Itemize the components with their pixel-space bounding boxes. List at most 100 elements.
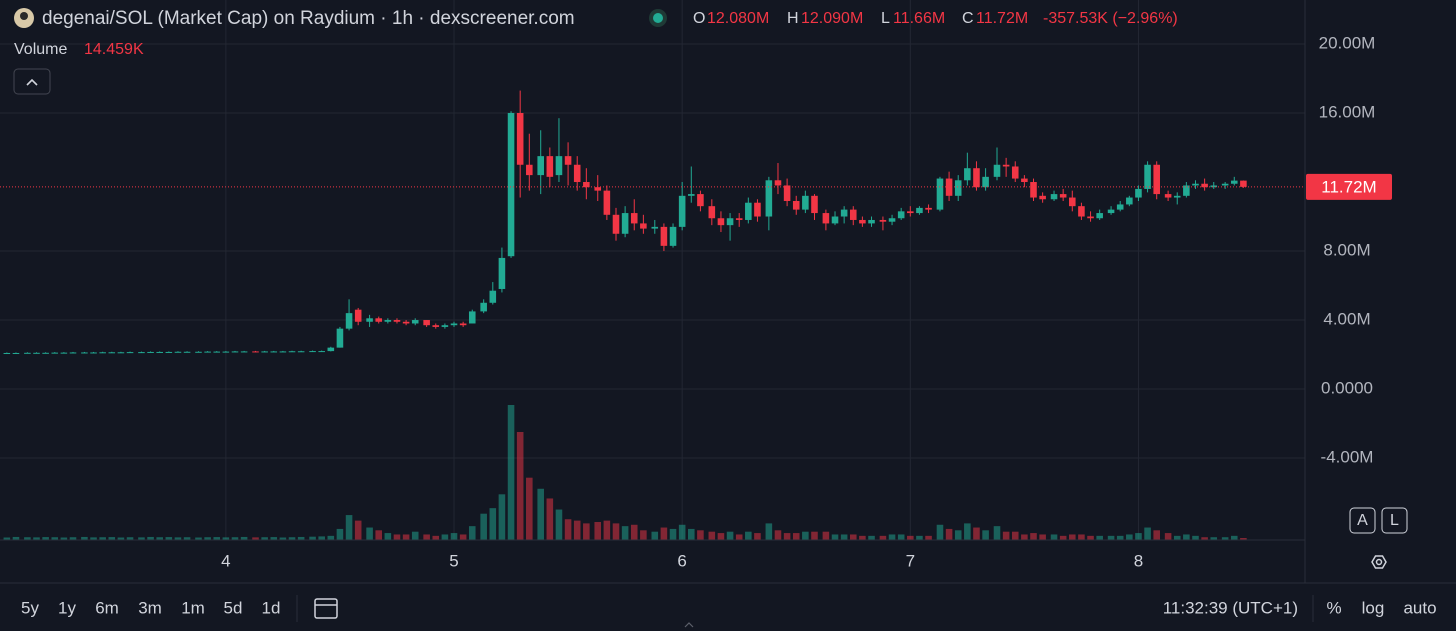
- volume-bar: [195, 537, 202, 540]
- candle-body: [1107, 209, 1115, 214]
- volume-bar: [327, 535, 335, 540]
- candle-body: [831, 216, 839, 224]
- x-tick-label: 6: [677, 551, 686, 570]
- timeframe-button[interactable]: 6m: [95, 598, 119, 617]
- candle-body: [69, 352, 77, 354]
- candle-body: [888, 218, 896, 222]
- volume-bar: [1201, 537, 1208, 540]
- x-tick-label: 5: [449, 551, 458, 570]
- candle-body: [393, 320, 401, 322]
- candle-body: [907, 211, 914, 214]
- volume-bar: [1096, 535, 1103, 540]
- candle-body: [868, 219, 875, 224]
- volume-bar: [231, 537, 239, 540]
- expand-handle[interactable]: [684, 622, 694, 628]
- chevron-icon: [26, 78, 38, 86]
- volume-bar: [384, 533, 392, 540]
- volume-bar: [288, 537, 296, 540]
- volume-bar: [1030, 533, 1037, 540]
- volume-bar: [669, 528, 677, 540]
- volume-bar: [1230, 535, 1238, 540]
- candle-body: [802, 195, 809, 210]
- volume-bar: [537, 488, 544, 540]
- collapse-button[interactable]: [13, 68, 51, 95]
- candle-body: [441, 325, 449, 327]
- candle-body: [774, 180, 782, 186]
- scale-button[interactable]: log: [1362, 598, 1385, 617]
- scale-button[interactable]: auto: [1403, 598, 1436, 617]
- candle-body: [603, 190, 611, 215]
- timeframe-button[interactable]: 3m: [138, 598, 162, 617]
- volume-bar: [261, 537, 268, 540]
- candle-body: [516, 113, 524, 165]
- volume-bar: [507, 405, 515, 540]
- candle-body: [345, 313, 353, 329]
- volume-bar: [774, 530, 782, 540]
- timeframe-button[interactable]: 5y: [21, 598, 39, 617]
- volume-bar: [1116, 535, 1124, 540]
- candle-body: [726, 218, 734, 226]
- candle-body: [822, 213, 830, 224]
- x-tick-label: 4: [221, 551, 230, 570]
- volume-bar: [822, 531, 830, 540]
- candle-body: [222, 351, 230, 353]
- ohlc-key: H: [787, 10, 799, 27]
- volume-name: Volume: [14, 41, 67, 58]
- y-tick-label: 8.00M: [1323, 241, 1370, 260]
- y-tick-label: 20.00M: [1319, 33, 1376, 52]
- candle-body: [792, 200, 800, 210]
- candle-body: [213, 351, 221, 353]
- timeframe-button[interactable]: 5d: [224, 598, 243, 617]
- volume-bar: [526, 477, 533, 540]
- change-label: -357.53K (−2.96%): [1043, 10, 1178, 27]
- timeframe-button[interactable]: 1m: [181, 598, 205, 617]
- volume-bar: [897, 534, 905, 540]
- volume-bar: [1221, 537, 1229, 540]
- volume-bar: [630, 524, 638, 540]
- volume-bar: [954, 530, 962, 540]
- scale-button[interactable]: %: [1326, 598, 1341, 617]
- volume-bar: [297, 536, 305, 540]
- candle-body: [288, 351, 296, 353]
- candle-body: [754, 202, 761, 217]
- candle-body: [60, 352, 68, 354]
- volume-bar: [811, 531, 818, 540]
- volume-bar: [126, 537, 134, 540]
- candle-body: [375, 318, 383, 322]
- candle-body: [1153, 164, 1160, 195]
- candle-body: [954, 180, 962, 196]
- ohlc-value: 12.090M: [801, 10, 863, 27]
- volume-bar: [240, 536, 248, 540]
- candle-body: [240, 351, 248, 353]
- candle-body: [489, 290, 497, 303]
- candle-body: [1039, 195, 1046, 200]
- candle-body: [327, 347, 335, 352]
- volume-bar: [51, 537, 59, 540]
- volume-bar: [1210, 537, 1218, 540]
- settings-hex: [1371, 555, 1387, 569]
- timeframe-button[interactable]: 1d: [262, 598, 281, 617]
- volume-bar: [1078, 534, 1085, 540]
- volume-bar: [640, 530, 647, 540]
- candle-body: [108, 352, 116, 354]
- settings-icon[interactable]: [1371, 555, 1387, 569]
- candle-body: [1096, 213, 1103, 219]
- timeframe-button[interactable]: 1y: [58, 598, 76, 617]
- candle-body: [945, 178, 953, 196]
- candle-body: [423, 320, 430, 326]
- price-scale-button[interactable]: [1349, 507, 1376, 534]
- volume-bar: [354, 520, 362, 540]
- candle-body: [270, 351, 278, 353]
- volume-bar: [708, 531, 716, 540]
- candle-body: [51, 352, 59, 354]
- volume-bar: [1021, 534, 1028, 540]
- volume-bar: [270, 537, 278, 540]
- volume-bar: [993, 526, 1001, 540]
- date-range-button[interactable]: [314, 598, 338, 619]
- price-scale-button[interactable]: [1381, 507, 1408, 534]
- ohlc-value: 12.080M: [707, 10, 769, 27]
- candle-body: [450, 323, 458, 326]
- candle-body: [1144, 164, 1151, 189]
- candle-body: [612, 214, 620, 234]
- volume-bar: [973, 527, 980, 540]
